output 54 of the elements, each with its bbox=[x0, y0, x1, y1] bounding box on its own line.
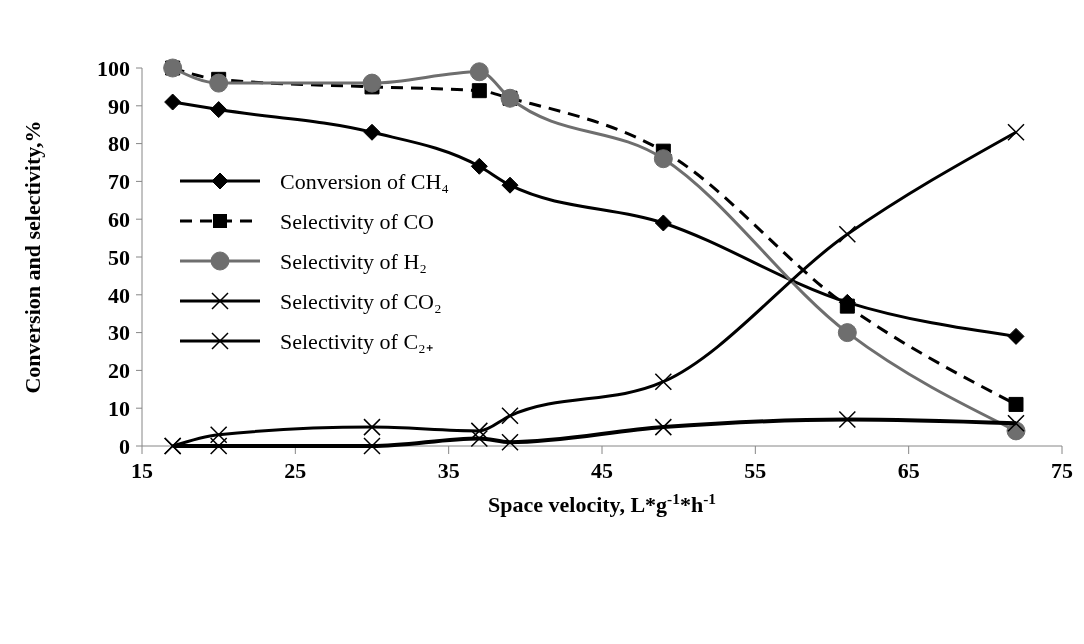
point bbox=[501, 407, 519, 425]
x-tick-label: 75 bbox=[1051, 458, 1073, 483]
point bbox=[209, 437, 228, 455]
point bbox=[654, 372, 673, 391]
x-tick-label: 35 bbox=[437, 458, 460, 483]
legend-label: Selectivity of C₂₊ bbox=[280, 328, 433, 354]
point bbox=[209, 73, 229, 93]
point bbox=[1007, 123, 1025, 142]
point bbox=[362, 73, 382, 93]
point bbox=[469, 62, 489, 82]
y-tick-label: 30 bbox=[108, 320, 130, 346]
legend-label: Conversion of CH₄ bbox=[280, 168, 449, 194]
y-tick-label: 0 bbox=[119, 433, 130, 459]
x-tick-label: 15 bbox=[131, 458, 153, 483]
y-tick-label: 70 bbox=[108, 169, 130, 195]
point bbox=[654, 418, 673, 436]
point bbox=[363, 437, 381, 455]
x-tick-label: 55 bbox=[744, 458, 767, 483]
x-axis-title: Space velocity, L*g$^{-1}$*h$^{-1}$ bbox=[488, 489, 716, 517]
point bbox=[470, 422, 489, 440]
point bbox=[653, 149, 673, 169]
point bbox=[209, 425, 228, 444]
legend-label: Selectivity of H₂ bbox=[280, 248, 427, 274]
point bbox=[839, 298, 855, 314]
legend-label: Selectivity of CO₂ bbox=[280, 288, 442, 314]
point bbox=[501, 176, 519, 194]
point bbox=[1007, 327, 1025, 345]
point bbox=[837, 323, 857, 343]
point bbox=[164, 93, 182, 111]
y-tick-label: 10 bbox=[108, 395, 130, 421]
point bbox=[363, 418, 381, 436]
y-tick-label: 20 bbox=[108, 358, 130, 384]
x-tick-label: 25 bbox=[284, 458, 307, 483]
point bbox=[501, 433, 519, 451]
point bbox=[470, 157, 488, 175]
y-tick-label: 50 bbox=[108, 244, 130, 270]
point bbox=[838, 225, 857, 244]
point bbox=[654, 214, 672, 232]
point bbox=[470, 429, 489, 448]
x-tick-label: 45 bbox=[591, 458, 613, 483]
point bbox=[1008, 396, 1024, 412]
point bbox=[471, 83, 487, 99]
point bbox=[210, 101, 228, 119]
y-axis-title: Conversion and selectivity,% bbox=[20, 120, 45, 394]
point bbox=[838, 410, 857, 429]
y-tick-label: 60 bbox=[108, 206, 130, 232]
x-tick-label: 65 bbox=[897, 458, 920, 483]
point bbox=[1007, 414, 1025, 433]
point bbox=[363, 123, 381, 141]
legend-label: Selectivity of CO bbox=[280, 208, 434, 234]
y-tick-label: 80 bbox=[108, 131, 130, 157]
y-tick-label: 100 bbox=[97, 55, 130, 81]
y-tick-label: 40 bbox=[108, 282, 130, 308]
y-tick-label: 90 bbox=[108, 93, 130, 119]
